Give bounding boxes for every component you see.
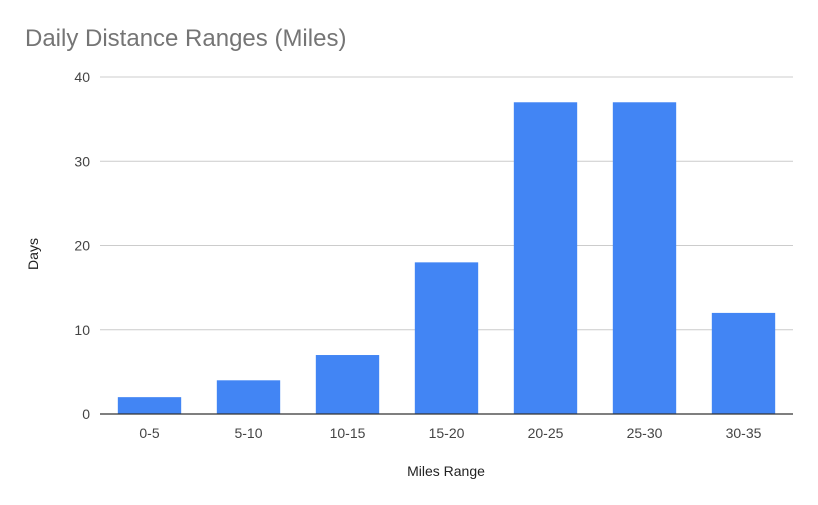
y-tick-label: 10 xyxy=(74,322,90,338)
y-tick-label: 0 xyxy=(82,406,90,422)
bar-30-35 xyxy=(711,312,776,414)
x-tick-label: 30-35 xyxy=(726,425,762,441)
y-tick-label: 40 xyxy=(74,69,90,85)
x-tick-label: 15-20 xyxy=(429,425,465,441)
x-tick-label: 10-15 xyxy=(330,425,366,441)
y-axis-ticks: 0 10 20 30 40 xyxy=(74,69,90,422)
y-tick-label: 20 xyxy=(74,238,90,254)
x-axis-ticks: 0-5 5-10 10-15 15-20 20-25 25-30 30-35 xyxy=(139,425,761,441)
x-tick-label: 20-25 xyxy=(528,425,564,441)
x-tick-label: 0-5 xyxy=(139,425,159,441)
x-tick-label: 25-30 xyxy=(627,425,663,441)
bars xyxy=(117,102,776,415)
y-tick-label: 30 xyxy=(74,153,90,169)
bar-25-30 xyxy=(612,102,677,415)
x-axis-title: Miles Range xyxy=(407,463,485,479)
bar-15-20 xyxy=(414,262,479,414)
bar-20-25 xyxy=(513,102,578,415)
y-axis-title: Days xyxy=(25,238,41,270)
chart-title: Daily Distance Ranges (Miles) xyxy=(25,25,346,52)
bar-0-5 xyxy=(117,397,182,414)
bar-10-15 xyxy=(315,355,380,414)
bar-5-10 xyxy=(216,380,281,414)
x-tick-label: 5-10 xyxy=(234,425,262,441)
